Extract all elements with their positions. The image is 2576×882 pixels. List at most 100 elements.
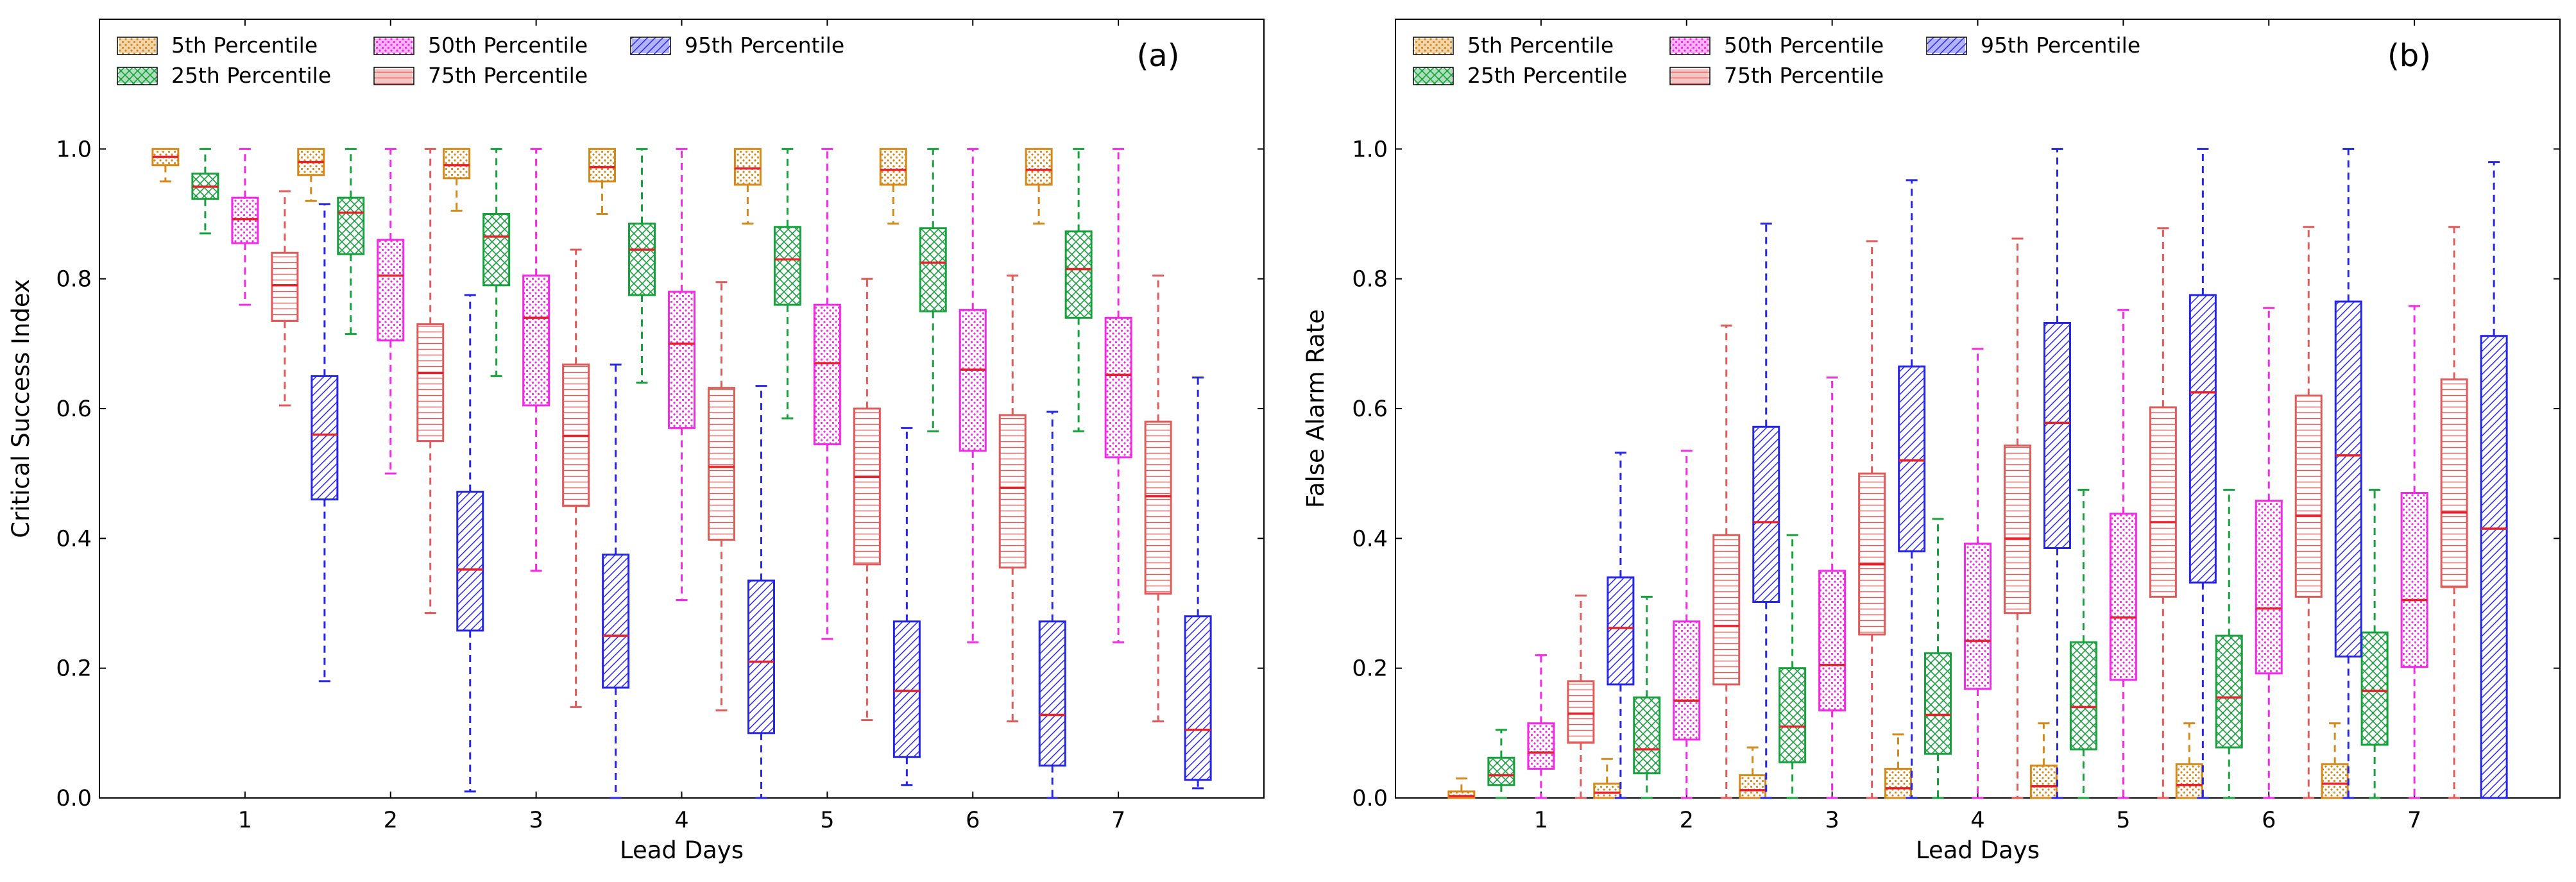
box-iqr	[1712, 534, 1741, 686]
x-tick-label: 3	[1825, 808, 1839, 833]
box-iqr	[2149, 406, 2177, 598]
panel-label: (a)	[1137, 38, 1180, 74]
box-iqr	[1633, 696, 1661, 775]
box-95th-percentile-day-2	[456, 294, 484, 793]
legend-swatch	[1926, 37, 1967, 55]
legend-swatch	[630, 37, 671, 55]
box-iqr	[1593, 783, 1621, 799]
box-iqr	[443, 148, 471, 180]
box-5th-percentile-day-5	[2029, 722, 2058, 799]
box-95th-percentile-day-3	[602, 363, 630, 799]
box-iqr	[2215, 634, 2243, 749]
box-iqr	[522, 275, 550, 407]
box-50th-percentile-day-6	[959, 148, 987, 643]
legend-swatch	[1413, 67, 1454, 85]
box-iqr	[416, 323, 445, 443]
box-5th-percentile-day-7	[1025, 148, 1053, 225]
x-tick-label: 2	[384, 808, 398, 833]
box-95th-percentile-day-6	[2334, 148, 2362, 799]
box-25th-percentile-day-5	[773, 148, 801, 420]
x-tick-label: 7	[2407, 808, 2421, 833]
legend-label: 25th Percentile	[171, 63, 331, 88]
legend-entry-75th-percentile: 75th Percentile	[1669, 63, 1884, 88]
box-5th-percentile-day-3	[1739, 746, 1767, 799]
box-iqr	[1884, 767, 1912, 799]
box-iqr	[602, 554, 630, 689]
box-iqr	[2255, 500, 2283, 675]
box-5th-percentile-day-2	[1593, 758, 1621, 799]
box-iqr	[1527, 722, 1555, 770]
box-95th-percentile-day-1	[1607, 452, 1635, 799]
box-95th-percentile-day-4	[747, 385, 775, 799]
box-25th-percentile-day-7	[1064, 148, 1093, 432]
box-5th-percentile-day-1	[1447, 777, 1476, 799]
box-25th-percentile-day-4	[628, 148, 656, 384]
box-25th-percentile-day-1	[1487, 729, 1515, 799]
box-iqr	[2188, 294, 2217, 584]
legend-label: 75th Percentile	[1724, 63, 1884, 88]
box-iqr	[337, 196, 365, 255]
box-iqr	[456, 490, 484, 632]
box-iqr	[1607, 576, 1635, 686]
box-75th-percentile-day-2	[416, 148, 445, 615]
legend-entry-25th-percentile: 25th Percentile	[117, 63, 331, 88]
box-iqr	[2294, 394, 2323, 598]
box-75th-percentile-day-3	[1858, 240, 1886, 799]
box-iqr	[2043, 321, 2071, 550]
box-iqr	[2480, 335, 2508, 799]
y-tick-label: 1.0	[1352, 137, 1388, 162]
box-iqr	[1447, 790, 1476, 799]
legend-entry-50th-percentile: 50th Percentile	[373, 33, 588, 58]
box-50th-percentile-day-3	[522, 148, 550, 572]
box-50th-percentile-day-1	[231, 148, 259, 306]
y-tick-label: 0.8	[56, 267, 92, 293]
box-iqr	[892, 620, 921, 758]
y-tick-label: 0.4	[1352, 526, 1388, 552]
box-iqr	[1739, 774, 1767, 799]
legend-label: 95th Percentile	[1981, 33, 2140, 58]
box-iqr	[2360, 631, 2389, 746]
box-5th-percentile-day-4	[1884, 733, 1912, 799]
box-75th-percentile-day-7	[2440, 226, 2468, 799]
box-25th-percentile-day-3	[482, 148, 511, 377]
box-95th-percentile-day-6	[1038, 411, 1066, 799]
box-iqr	[2440, 378, 2468, 588]
x-tick-label: 4	[674, 808, 688, 833]
box-iqr	[2334, 300, 2362, 657]
box-95th-percentile-day-7	[2480, 161, 2508, 799]
box-95th-percentile-day-2	[1752, 223, 1780, 799]
box-50th-percentile-day-4	[668, 148, 695, 601]
legend-label: 75th Percentile	[428, 63, 588, 88]
y-axis-label: False Alarm Rate	[1302, 309, 1329, 508]
box-5th-percentile-day-4	[588, 148, 616, 215]
y-axis-label: Critical Success Index	[7, 279, 35, 538]
box-95th-percentile-day-5	[892, 427, 921, 786]
x-tick-label: 6	[966, 808, 980, 833]
box-95th-percentile-day-3	[1898, 179, 1926, 799]
box-75th-percentile-day-6	[2294, 226, 2323, 799]
box-75th-percentile-day-4	[2004, 237, 2031, 799]
box-iqr	[668, 291, 695, 429]
y-tick-label: 0.4	[56, 526, 92, 552]
box-iqr	[2069, 641, 2097, 751]
box-iqr	[377, 239, 405, 342]
legend-swatch	[373, 37, 414, 55]
x-tick-label: 5	[2116, 808, 2130, 833]
box-25th-percentile-day-6	[919, 148, 947, 432]
box-iqr	[2400, 492, 2428, 668]
chart-panel-b: 0.0 0.2 0.4 0.6 0.8 1.0 1 2 3 4 5 6 7 Lead Days False …	[1302, 19, 2561, 864]
box-iqr	[1858, 472, 1886, 636]
box-iqr	[482, 213, 511, 287]
box-50th-percentile-day-4	[1964, 348, 1992, 799]
box-25th-percentile-day-5	[2069, 488, 2097, 799]
chart-panel-a: 0.0 0.2 0.4 0.6 0.8 1.0 1 2 3 4 5 6 7 Lead Days Critic…	[7, 19, 1265, 864]
box-iqr	[588, 148, 616, 183]
box-75th-percentile-day-4	[708, 281, 735, 711]
box-iqr	[1778, 667, 1807, 763]
box-iqr	[1038, 620, 1066, 767]
box-25th-percentile-day-2	[337, 148, 365, 335]
box-75th-percentile-day-1	[271, 190, 299, 407]
box-iqr	[747, 579, 775, 734]
box-iqr	[1184, 615, 1212, 781]
box-5th-percentile-day-3	[443, 148, 471, 212]
